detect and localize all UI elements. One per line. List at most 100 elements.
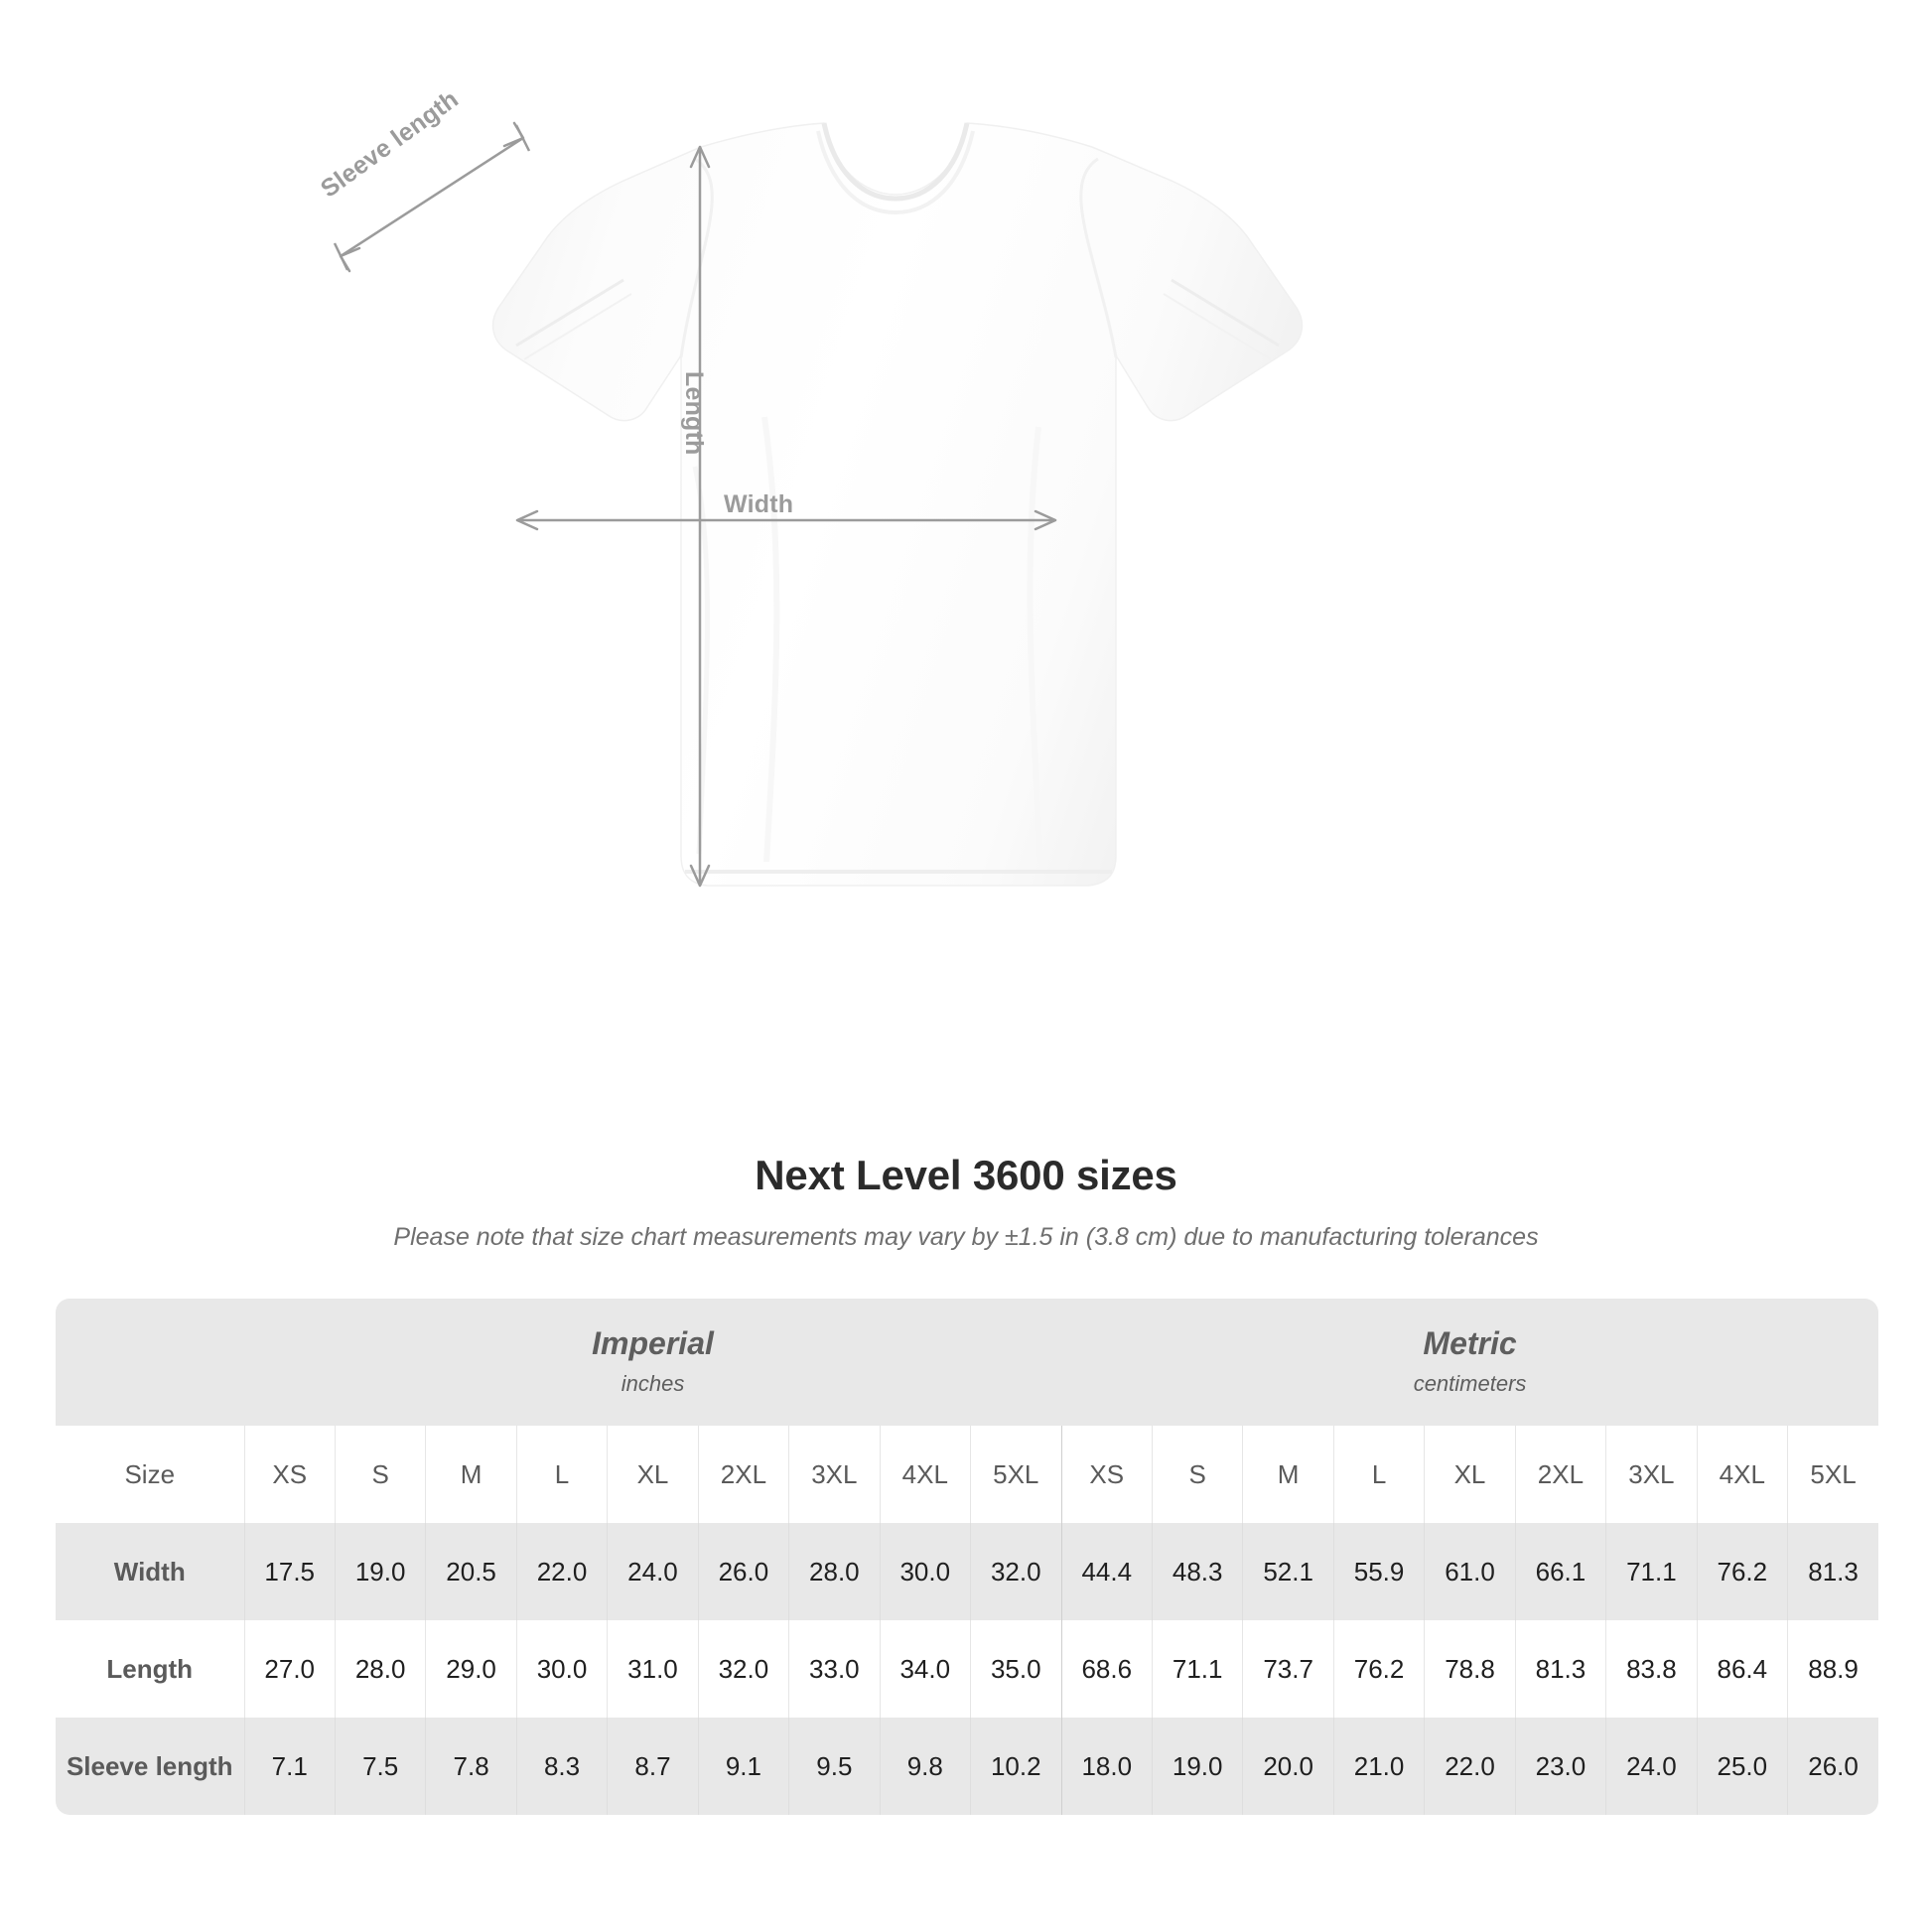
sleeve-tick-start (333, 242, 349, 271)
cell-sleeve-length-imperial-2xl: 9.1 (698, 1718, 790, 1815)
cell-width-imperial-3xl: 28.0 (788, 1523, 881, 1620)
cell-length-imperial-xs: 27.0 (244, 1620, 336, 1718)
unit-group-metric: Metric centimeters (1061, 1299, 1879, 1426)
cell-length-imperial-l: 30.0 (516, 1620, 609, 1718)
cell-sleeve-length-imperial-4xl: 9.8 (880, 1718, 972, 1815)
cell-sleeve-length-metric-l: 21.0 (1333, 1718, 1426, 1815)
length-arrowhead-top (689, 145, 711, 169)
unit-group-name: Imperial (592, 1325, 714, 1361)
cell-length-metric-xs: 68.6 (1061, 1620, 1153, 1718)
cell-length-metric-l: 76.2 (1333, 1620, 1426, 1718)
size-header-metric-xs: XS (1061, 1426, 1153, 1523)
size-header-imperial-xl: XL (607, 1426, 699, 1523)
length-arrowhead-bottom (689, 864, 711, 888)
cell-length-metric-2xl: 81.3 (1515, 1620, 1607, 1718)
unit-group-unit: centimeters (1413, 1371, 1527, 1396)
size-header-imperial-2xl: 2XL (698, 1426, 790, 1523)
row-label-length: Length (56, 1620, 245, 1718)
cell-width-imperial-m: 20.5 (425, 1523, 517, 1620)
cell-sleeve-length-imperial-l: 8.3 (516, 1718, 609, 1815)
size-header-imperial-s: S (335, 1426, 427, 1523)
cell-width-imperial-2xl: 26.0 (698, 1523, 790, 1620)
cell-length-imperial-3xl: 33.0 (788, 1620, 881, 1718)
cell-width-metric-5xl: 81.3 (1787, 1523, 1879, 1620)
tshirt-body (491, 122, 1304, 887)
size-header-imperial-5xl: 5XL (970, 1426, 1062, 1523)
cell-width-metric-l: 55.9 (1333, 1523, 1426, 1620)
cell-sleeve-length-metric-xs: 18.0 (1061, 1718, 1153, 1815)
cell-width-imperial-xl: 24.0 (607, 1523, 699, 1620)
cell-width-imperial-xs: 17.5 (244, 1523, 336, 1620)
cell-sleeve-length-imperial-5xl: 10.2 (970, 1718, 1062, 1815)
size-header-metric-5xl: 5XL (1787, 1426, 1879, 1523)
length-annotation: Length (680, 371, 708, 456)
width-arrowhead-left (515, 509, 539, 531)
heading-block: Next Level 3600 sizes Please note that s… (0, 1152, 1932, 1252)
size-header-metric-s: S (1152, 1426, 1244, 1523)
size-header-imperial-4xl: 4XL (880, 1426, 972, 1523)
row-label-width: Width (56, 1523, 245, 1620)
size-header-metric-xl: XL (1424, 1426, 1516, 1523)
size-header-imperial-m: M (425, 1426, 517, 1523)
size-header-metric-2xl: 2XL (1515, 1426, 1607, 1523)
unit-group-name: Metric (1423, 1325, 1517, 1361)
size-header-label: Size (56, 1426, 245, 1523)
size-header-imperial-xs: XS (244, 1426, 336, 1523)
cell-width-metric-xs: 44.4 (1061, 1523, 1153, 1620)
cell-sleeve-length-imperial-s: 7.5 (335, 1718, 427, 1815)
size-header-metric-4xl: 4XL (1697, 1426, 1789, 1523)
cell-length-imperial-2xl: 32.0 (698, 1620, 790, 1718)
unit-group-imperial: Imperial inches (244, 1299, 1062, 1426)
size-table: Imperial inches Metric centimeters Size XS S M L… (56, 1299, 1879, 1815)
size-table-wrapper: Imperial inches Metric centimeters Size XS S M L… (56, 1299, 1879, 1815)
cell-length-metric-m: 73.7 (1242, 1620, 1334, 1718)
size-header-metric-m: M (1242, 1426, 1334, 1523)
cell-sleeve-length-metric-3xl: 24.0 (1605, 1718, 1698, 1815)
cell-width-imperial-s: 19.0 (335, 1523, 427, 1620)
unit-group-row: Imperial inches Metric centimeters (56, 1299, 1879, 1426)
cell-length-imperial-4xl: 34.0 (880, 1620, 972, 1718)
cell-width-metric-m: 52.1 (1242, 1523, 1334, 1620)
cell-width-metric-3xl: 71.1 (1605, 1523, 1698, 1620)
cell-length-metric-3xl: 83.8 (1605, 1620, 1698, 1718)
cell-width-imperial-4xl: 30.0 (880, 1523, 972, 1620)
cell-sleeve-length-metric-s: 19.0 (1152, 1718, 1244, 1815)
cell-width-metric-2xl: 66.1 (1515, 1523, 1607, 1620)
cell-length-imperial-xl: 31.0 (607, 1620, 699, 1718)
cell-width-metric-xl: 61.0 (1424, 1523, 1516, 1620)
unit-group-unit: inches (621, 1371, 685, 1396)
cell-width-imperial-5xl: 32.0 (970, 1523, 1062, 1620)
cell-length-imperial-5xl: 35.0 (970, 1620, 1062, 1718)
cell-sleeve-length-metric-4xl: 25.0 (1697, 1718, 1789, 1815)
cell-width-metric-s: 48.3 (1152, 1523, 1244, 1620)
width-arrowhead-right (1034, 509, 1057, 531)
sleeve-length-arrow-line (340, 136, 524, 258)
cell-sleeve-length-metric-5xl: 26.0 (1787, 1718, 1879, 1815)
cell-length-metric-5xl: 88.9 (1787, 1620, 1879, 1718)
measurement-guides (333, 121, 1057, 888)
size-header-metric-3xl: 3XL (1605, 1426, 1698, 1523)
cell-width-imperial-l: 22.0 (516, 1523, 609, 1620)
row-label-sleeve-length: Sleeve length (56, 1718, 245, 1815)
cell-sleeve-length-imperial-3xl: 9.5 (788, 1718, 881, 1815)
cell-sleeve-length-metric-xl: 22.0 (1424, 1718, 1516, 1815)
size-header-imperial-3xl: 3XL (788, 1426, 881, 1523)
page-subtitle: Please note that size chart measurements… (393, 1223, 1539, 1251)
cell-length-imperial-s: 28.0 (335, 1620, 427, 1718)
sleeve-tick-end (514, 124, 531, 152)
size-header-imperial-l: L (516, 1426, 609, 1523)
table-row: Sleeve length 7.1 7.5 7.8 8.3 8.7 9.1 9.5 9.8 10.… (56, 1718, 1879, 1815)
cell-sleeve-length-imperial-xl: 8.7 (607, 1718, 699, 1815)
tshirt-illustration (333, 121, 1304, 888)
page-title: Next Level 3600 sizes (755, 1152, 1177, 1198)
cell-length-metric-4xl: 86.4 (1697, 1620, 1789, 1718)
cell-length-metric-s: 71.1 (1152, 1620, 1244, 1718)
cell-sleeve-length-metric-m: 20.0 (1242, 1718, 1334, 1815)
size-header-row: Size XS S M L XL 2XL 3XL 4XL 5XL XS S M L XL 2XL 3XL 4XL 5… (56, 1426, 1879, 1523)
table-row: Width 17.5 19.0 20.5 22.0 24.0 26.0 28.0 30.0 32.… (56, 1523, 1879, 1620)
garment-diagram: Sleeve length Length Width (316, 84, 1304, 888)
cell-sleeve-length-metric-2xl: 23.0 (1515, 1718, 1607, 1815)
cell-length-metric-xl: 78.8 (1424, 1620, 1516, 1718)
cell-sleeve-length-imperial-xs: 7.1 (244, 1718, 336, 1815)
